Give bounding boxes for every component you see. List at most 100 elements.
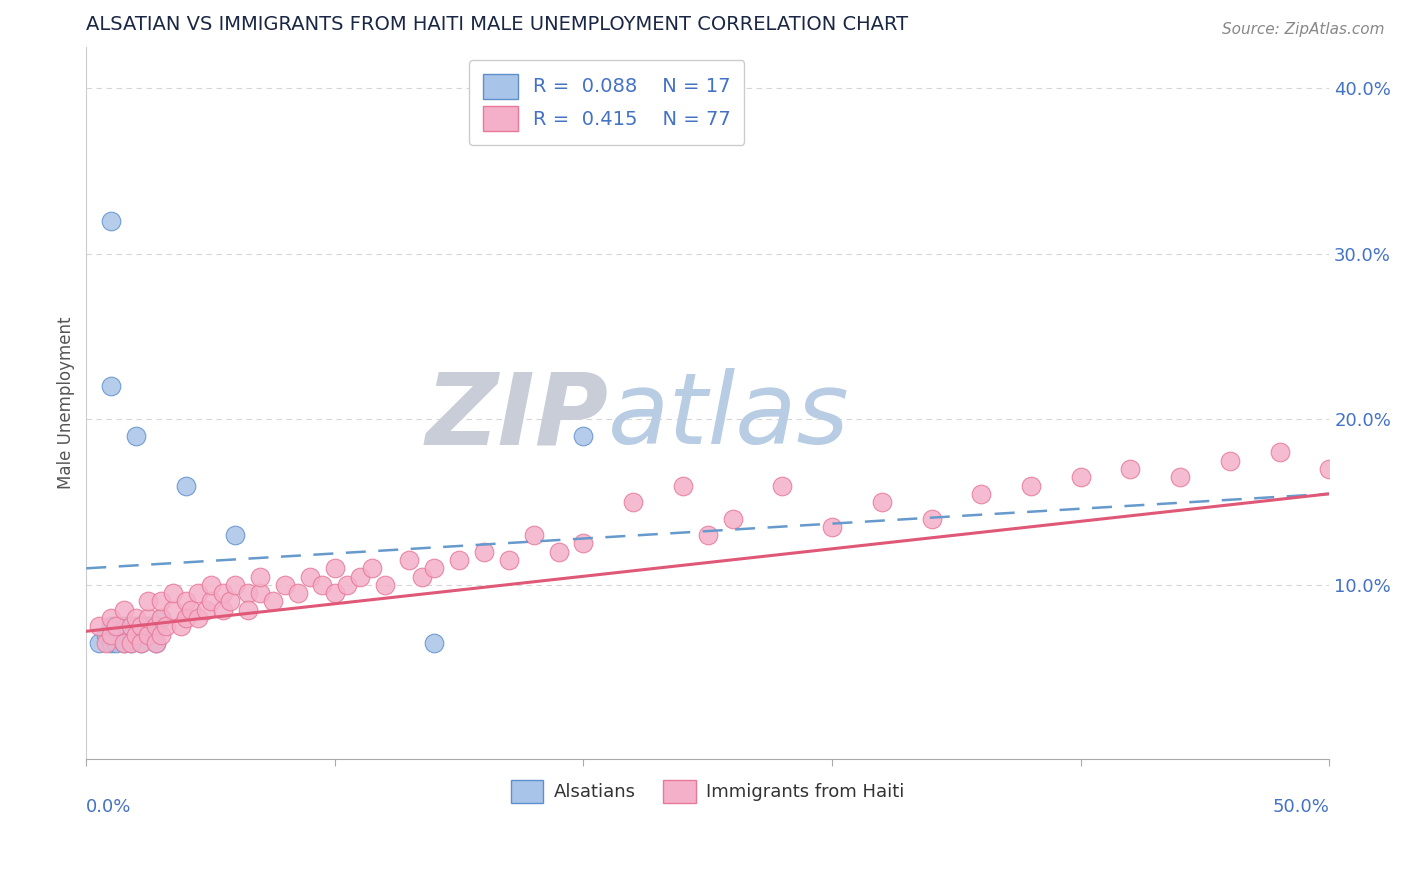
- Point: [125, 619, 148, 633]
- Point: [200, 578, 222, 592]
- Point: [921, 511, 943, 525]
- Point: [572, 429, 595, 443]
- Point: [145, 619, 167, 633]
- Point: [696, 528, 718, 542]
- Point: [398, 553, 420, 567]
- Point: [200, 594, 222, 608]
- Point: [323, 561, 346, 575]
- Point: [621, 495, 644, 509]
- Point: [336, 578, 359, 592]
- Point: [187, 611, 209, 625]
- Point: [423, 636, 446, 650]
- Text: atlas: atlas: [609, 368, 851, 466]
- Text: Source: ZipAtlas.com: Source: ZipAtlas.com: [1222, 22, 1385, 37]
- Point: [274, 578, 297, 592]
- Point: [149, 627, 172, 641]
- Point: [100, 611, 122, 625]
- Point: [162, 586, 184, 600]
- Text: ALSATIAN VS IMMIGRANTS FROM HAITI MALE UNEMPLOYMENT CORRELATION CHART: ALSATIAN VS IMMIGRANTS FROM HAITI MALE U…: [86, 15, 908, 34]
- Point: [105, 619, 128, 633]
- Point: [374, 578, 396, 592]
- Point: [112, 619, 135, 633]
- Point: [236, 586, 259, 600]
- Point: [547, 545, 569, 559]
- Point: [96, 627, 118, 641]
- Point: [120, 619, 142, 633]
- Y-axis label: Male Unemployment: Male Unemployment: [58, 317, 75, 489]
- Point: [498, 553, 520, 567]
- Point: [174, 594, 197, 608]
- Point: [411, 569, 433, 583]
- Point: [100, 379, 122, 393]
- Point: [970, 487, 993, 501]
- Point: [100, 213, 122, 227]
- Point: [449, 553, 471, 567]
- Point: [87, 619, 110, 633]
- Point: [224, 528, 246, 542]
- Point: [112, 603, 135, 617]
- Point: [100, 627, 122, 641]
- Point: [249, 569, 271, 583]
- Text: 50.0%: 50.0%: [1272, 798, 1329, 816]
- Point: [100, 619, 122, 633]
- Point: [129, 619, 152, 633]
- Point: [120, 636, 142, 650]
- Point: [145, 636, 167, 650]
- Point: [770, 478, 793, 492]
- Point: [349, 569, 371, 583]
- Point: [236, 603, 259, 617]
- Point: [125, 627, 148, 641]
- Point: [129, 636, 152, 650]
- Point: [1019, 478, 1042, 492]
- Point: [1268, 445, 1291, 459]
- Point: [149, 611, 172, 625]
- Point: [224, 578, 246, 592]
- Point: [149, 611, 172, 625]
- Point: [96, 636, 118, 650]
- Point: [149, 594, 172, 608]
- Point: [672, 478, 695, 492]
- Point: [174, 478, 197, 492]
- Point: [174, 611, 197, 625]
- Text: 0.0%: 0.0%: [86, 798, 132, 816]
- Point: [138, 611, 160, 625]
- Point: [155, 619, 177, 633]
- Point: [180, 603, 202, 617]
- Point: [1168, 470, 1191, 484]
- Point: [125, 611, 148, 625]
- Point: [249, 586, 271, 600]
- Point: [262, 594, 284, 608]
- Point: [212, 586, 235, 600]
- Point: [1317, 462, 1340, 476]
- Point: [1219, 453, 1241, 467]
- Text: ZIP: ZIP: [426, 368, 609, 466]
- Point: [162, 603, 184, 617]
- Point: [311, 578, 333, 592]
- Legend: Alsatians, Immigrants from Haiti: Alsatians, Immigrants from Haiti: [503, 772, 912, 810]
- Point: [138, 627, 160, 641]
- Point: [870, 495, 893, 509]
- Point: [287, 586, 309, 600]
- Point: [145, 636, 167, 650]
- Point: [523, 528, 546, 542]
- Point: [129, 636, 152, 650]
- Point: [219, 594, 242, 608]
- Point: [721, 511, 744, 525]
- Point: [187, 586, 209, 600]
- Point: [170, 619, 193, 633]
- Point: [212, 603, 235, 617]
- Point: [87, 636, 110, 650]
- Point: [138, 619, 160, 633]
- Point: [299, 569, 322, 583]
- Point: [112, 636, 135, 650]
- Point: [572, 536, 595, 550]
- Point: [423, 561, 446, 575]
- Point: [1070, 470, 1092, 484]
- Point: [323, 586, 346, 600]
- Point: [125, 429, 148, 443]
- Point: [138, 594, 160, 608]
- Point: [361, 561, 384, 575]
- Point: [194, 603, 217, 617]
- Point: [1119, 462, 1142, 476]
- Point: [821, 520, 844, 534]
